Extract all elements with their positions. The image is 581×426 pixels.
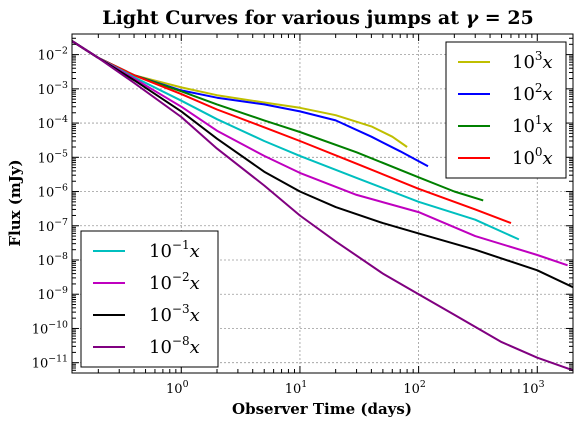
- legend-entry-var: x: [190, 337, 200, 358]
- legend-entry-exp: −2: [172, 270, 190, 284]
- legend-entry-3: 100x: [512, 145, 553, 169]
- y-tick-label-base: 10: [38, 83, 55, 98]
- legend-entry-var: x: [190, 273, 200, 294]
- legend-entry-base: 10: [149, 241, 172, 262]
- legend-entry-exp: −3: [172, 302, 190, 316]
- legend-entry-6: 10−3x: [149, 302, 200, 326]
- y-tick-label-base: 10: [32, 322, 49, 337]
- legend-box: [80, 230, 219, 368]
- y-tick-label-base: 10: [38, 254, 55, 269]
- legend-entry-var: x: [543, 84, 553, 105]
- y-tick-label-exp: −9: [54, 285, 68, 296]
- y-axis-label: Flux (mJy): [6, 159, 24, 246]
- legend-entry-exp: 2: [535, 81, 543, 95]
- x-tick-label-base: 10: [522, 382, 539, 397]
- y-tick-label: 10−5: [38, 148, 68, 166]
- y-tick-label-exp: −6: [54, 183, 68, 194]
- legend-entry-base: 10: [149, 273, 172, 294]
- series-line-3: [72, 40, 512, 225]
- chart-title: Light Curves for various jumps at γ = 25: [102, 7, 534, 29]
- legend-entry-exp: 3: [535, 49, 543, 63]
- y-tick-label: 10−2: [38, 46, 68, 64]
- series-line-6: [72, 40, 573, 289]
- legend-entry-0: 103x: [512, 49, 553, 73]
- legend-entry-var: x: [190, 241, 200, 262]
- x-tick-label: 100: [166, 379, 189, 397]
- legend-entry-var: x: [543, 116, 553, 137]
- y-tick-label: 10−10: [32, 319, 68, 337]
- y-tick-label-exp: −8: [54, 251, 68, 262]
- y-tick-label-exp: −10: [48, 319, 68, 330]
- legend-entry-base: 10: [512, 116, 535, 137]
- x-tick-label: 101: [285, 379, 308, 397]
- y-tick-label: 10−11: [32, 354, 68, 372]
- y-tick-label-exp: −5: [54, 148, 68, 159]
- x-tick-label-exp: 1: [301, 379, 307, 390]
- series-line-2: [72, 40, 484, 202]
- legend-entry-2: 101x: [512, 113, 553, 137]
- axis-ticks: 100 101 102 10310−1110−1010−910−810−710−610…: [32, 33, 574, 397]
- legend-entry-var: x: [190, 305, 200, 326]
- legend-entry-var: x: [543, 52, 553, 73]
- y-tick-label-base: 10: [38, 151, 55, 166]
- series-curves: [72, 40, 573, 372]
- legend-entry-4: 10−1x: [149, 238, 200, 262]
- legend-entry-base: 10: [149, 305, 172, 326]
- y-tick-label-base: 10: [38, 220, 55, 235]
- legend-entry-var: x: [543, 148, 553, 169]
- plot-frame: [71, 33, 574, 374]
- chart-title-eq: = 25: [478, 7, 534, 29]
- x-tick-label-exp: 3: [539, 379, 545, 390]
- legend-box: [445, 41, 567, 179]
- y-tick-label: 10−9: [38, 285, 68, 303]
- chart-title-gamma: γ: [466, 7, 480, 29]
- legend-entry-exp: −1: [172, 238, 190, 252]
- legend-entry-base: 10: [512, 84, 535, 105]
- x-tick-label-base: 10: [166, 382, 183, 397]
- y-tick-label-base: 10: [38, 49, 55, 64]
- y-tick-label: 10−7: [38, 217, 68, 235]
- y-tick-label-base: 10: [32, 357, 49, 372]
- y-tick-label: 10−3: [38, 80, 68, 98]
- y-tick-label: 10−8: [38, 251, 68, 269]
- y-tick-label-exp: −2: [54, 46, 68, 57]
- y-tick-label-base: 10: [38, 117, 55, 132]
- y-tick-label-exp: −11: [48, 354, 68, 365]
- x-tick-label-base: 10: [285, 382, 302, 397]
- series-line-7: [72, 40, 573, 372]
- y-tick-label: 10−6: [38, 183, 68, 201]
- y-tick-label-base: 10: [38, 186, 55, 201]
- y-tick-label-exp: −7: [54, 217, 68, 228]
- legend-entry-base: 10: [512, 148, 535, 169]
- y-tick-label-base: 10: [38, 288, 55, 303]
- legend-entry-exp: 1: [535, 113, 543, 127]
- legend-entry-7: 10−8x: [149, 334, 200, 358]
- x-tick-label-base: 10: [403, 382, 420, 397]
- y-tick-label: 10−4: [38, 114, 68, 132]
- x-tick-label-exp: 2: [420, 379, 426, 390]
- x-tick-label: 103: [522, 379, 545, 397]
- x-tick-label-exp: 0: [183, 379, 189, 390]
- x-tick-label: 102: [403, 379, 426, 397]
- legend-entry-base: 10: [149, 337, 172, 358]
- legend-entry-exp: −8: [172, 334, 190, 348]
- y-tick-label-exp: −3: [54, 80, 68, 91]
- legend-entry-base: 10: [512, 52, 535, 73]
- legend-entry-exp: 0: [535, 145, 543, 159]
- legend-entry-5: 10−2x: [149, 270, 200, 294]
- chart-title-text: Light Curves for various jumps at: [102, 7, 465, 29]
- x-axis-label: Observer Time (days): [232, 400, 412, 418]
- series-line-5: [72, 40, 568, 267]
- y-tick-label-exp: −4: [54, 114, 68, 125]
- legend-entry-1: 102x: [512, 81, 553, 105]
